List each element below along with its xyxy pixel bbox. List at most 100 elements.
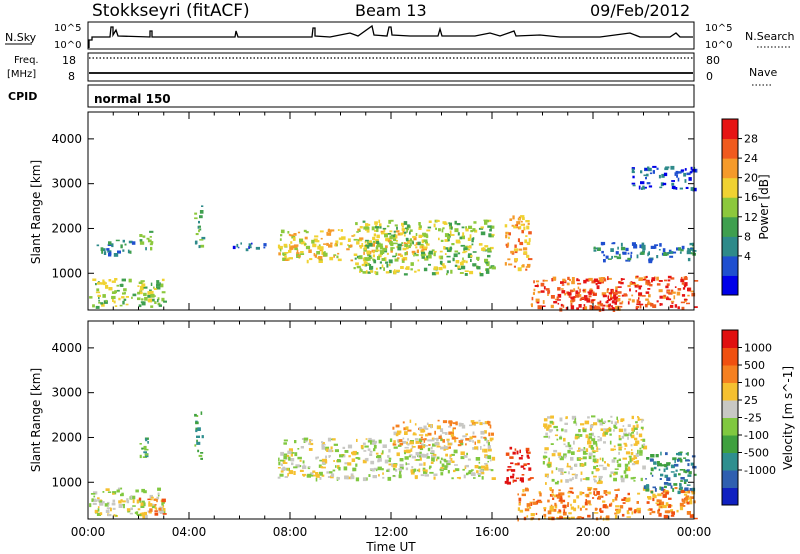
power-cell	[139, 241, 145, 245]
power-cell	[647, 166, 650, 169]
power-cell	[469, 245, 472, 249]
freq-strip: Freq. [MHz] 18 8 80 0 Nave	[7, 52, 777, 86]
power-cell	[288, 243, 291, 247]
velocity-cell	[519, 509, 524, 513]
velocity-cell	[158, 507, 162, 511]
velocity-cell	[421, 438, 424, 441]
velocity-cell	[573, 507, 577, 512]
power-cell	[439, 250, 443, 253]
power-cell	[589, 307, 593, 310]
power-cell	[287, 231, 290, 234]
power-cell	[631, 299, 635, 303]
velocity-cell	[626, 516, 631, 518]
velocity-cell	[423, 444, 426, 447]
velocity-cell	[137, 508, 141, 511]
power-cell	[141, 283, 146, 287]
velocity-cell	[602, 500, 606, 503]
power-cell	[573, 288, 576, 292]
velocity-cell	[487, 460, 489, 463]
velocity-cell	[341, 454, 344, 457]
power-cell	[645, 275, 648, 278]
velocity-cell	[588, 455, 592, 460]
velocity-cell	[600, 510, 604, 513]
velocity-cell	[393, 431, 398, 436]
velocity-cell	[321, 446, 326, 450]
velocity-cell	[660, 501, 665, 506]
power-cell	[541, 305, 546, 307]
velocity-cell	[490, 469, 494, 472]
power-cell	[557, 293, 562, 298]
velocity-cell	[585, 448, 589, 452]
velocity-cell	[685, 496, 689, 501]
velocity-cell	[559, 456, 564, 461]
power-cell	[376, 240, 380, 245]
velocity-cell	[299, 469, 304, 472]
power-cell	[413, 236, 417, 241]
power-cell	[664, 279, 668, 282]
velocity-cell	[444, 432, 448, 435]
velocity-cell	[344, 475, 349, 480]
power-cell	[488, 233, 492, 238]
power-cell	[627, 301, 630, 305]
power-cell	[522, 217, 525, 220]
velocity-cell	[123, 504, 125, 509]
power-cell	[428, 250, 433, 255]
velocity-cell	[277, 467, 281, 469]
power-cell	[514, 258, 518, 262]
velocity-cell	[602, 466, 607, 471]
velocity-cell	[548, 435, 551, 439]
power-cell	[351, 235, 355, 237]
power-cell	[137, 297, 141, 301]
velocity-cell	[409, 441, 414, 445]
velocity-cell	[388, 457, 392, 460]
power-cell	[154, 301, 157, 304]
velocity-cell	[598, 464, 604, 467]
power-cell	[638, 277, 643, 281]
power-cell	[643, 276, 647, 280]
power-cell	[567, 276, 570, 280]
power-cell	[338, 237, 343, 240]
power-cell	[465, 226, 467, 230]
velocity-cell	[571, 491, 574, 494]
power-cell	[431, 272, 437, 276]
velocity-cell	[478, 419, 481, 422]
power-cell	[409, 229, 413, 232]
cpid-value: normal 150	[94, 92, 171, 106]
power-cell	[617, 295, 621, 297]
power-cell	[584, 306, 587, 311]
velocity-cell	[422, 469, 427, 472]
power-cell	[412, 241, 414, 245]
power-cell	[388, 259, 393, 264]
velocity-cell	[429, 471, 434, 474]
velocity-cell	[681, 490, 686, 493]
velocity-cell	[547, 424, 552, 428]
power-cell	[463, 247, 468, 251]
power-cell	[327, 232, 332, 236]
power-cell	[619, 302, 623, 305]
power-cell	[401, 228, 406, 231]
velocity-cell	[414, 438, 418, 441]
power-cell	[318, 256, 323, 260]
power-cell	[149, 230, 154, 233]
power-cell	[403, 234, 406, 237]
velocity-cell	[449, 455, 452, 460]
power-cell	[417, 259, 420, 262]
power-cell	[627, 257, 632, 261]
power-cell	[644, 303, 648, 308]
power-cell	[395, 269, 400, 272]
velocity-cell	[434, 442, 439, 446]
power-cell	[426, 235, 429, 239]
velocity-cell	[643, 485, 647, 490]
velocity-cell	[140, 502, 144, 506]
power-cell	[690, 247, 693, 250]
velocity-cell	[683, 469, 686, 473]
power-cell	[349, 244, 353, 248]
velocity-cell	[477, 439, 481, 444]
freq-tick-bottom: 8	[68, 70, 75, 83]
power-cell	[656, 300, 659, 303]
power-cell	[601, 307, 605, 312]
power-cell	[612, 290, 615, 294]
power-cell	[488, 266, 492, 269]
power-cell	[359, 271, 361, 273]
velocity-cell	[200, 452, 204, 454]
